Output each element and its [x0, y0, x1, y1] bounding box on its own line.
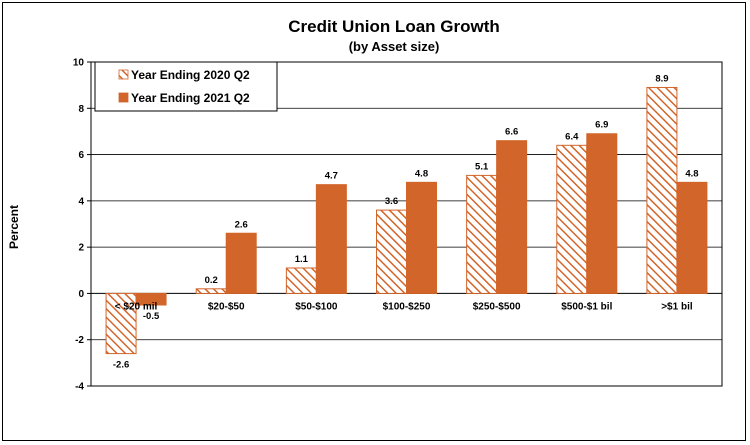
data-label: 4.8: [685, 168, 698, 179]
bar-2020: [466, 174, 498, 294]
legend-label-2021: Year Ending 2021 Q2: [131, 91, 250, 105]
data-label: 6.9: [595, 120, 608, 131]
y-tick-label: 10: [73, 58, 85, 69]
data-label: -0.5: [143, 311, 160, 322]
bar-2020: [556, 144, 588, 294]
y-axis-label: Percent: [7, 205, 21, 249]
data-label: 1.1: [295, 254, 309, 265]
category-label: $500-$1 bil: [561, 301, 612, 312]
data-label: 3.6: [385, 196, 398, 207]
chart-subtitle: (by Asset size): [349, 39, 440, 54]
category-label: >$1 bil: [661, 301, 693, 312]
bar-2021: [315, 184, 347, 294]
y-tick-label: 2: [78, 243, 84, 254]
legend: Year Ending 2020 Q2 Year Ending 2021 Q2: [94, 61, 278, 112]
y-tick-label: -2: [75, 335, 84, 346]
y-tick-label: -4: [75, 382, 84, 393]
bar-2021: [496, 140, 528, 294]
data-label: 4.7: [325, 171, 338, 182]
data-label: -2.6: [113, 360, 129, 371]
bar-2021: [225, 232, 257, 294]
data-label: 0.2: [205, 275, 218, 286]
bar-2021: [406, 181, 437, 294]
bar-2021: [586, 133, 618, 294]
legend-swatch-2020: [118, 69, 129, 80]
data-label: 5.1: [475, 161, 489, 172]
category-label: $20-$50: [208, 301, 245, 312]
bar-2020: [195, 288, 227, 294]
data-label: 6.4: [565, 131, 579, 142]
data-label: 8.9: [655, 73, 668, 84]
y-tick-label: 8: [78, 104, 84, 115]
y-tick-label: 6: [78, 150, 84, 161]
data-label: 2.6: [235, 219, 248, 230]
bar-2020: [646, 86, 678, 294]
y-tick-label: 0: [78, 289, 84, 300]
category-label: $250-$500: [473, 301, 521, 312]
legend-swatch-2021: [118, 92, 129, 103]
bar-2021: [676, 181, 708, 294]
legend-label-2020: Year Ending 2020 Q2: [131, 68, 250, 82]
chart-title: Credit Union Loan Growth: [288, 17, 500, 36]
bar-2020: [376, 209, 407, 294]
y-tick-label: 4: [78, 196, 84, 207]
category-label: $50-$100: [295, 301, 338, 312]
bar-2020: [285, 267, 317, 294]
data-label: 4.8: [415, 168, 428, 179]
category-label: < $20 mil: [115, 301, 158, 312]
data-label: 6.6: [505, 127, 518, 138]
bar-2020: [105, 292, 137, 355]
category-label: $100-$250: [383, 301, 431, 312]
bar-2021: [135, 292, 167, 306]
